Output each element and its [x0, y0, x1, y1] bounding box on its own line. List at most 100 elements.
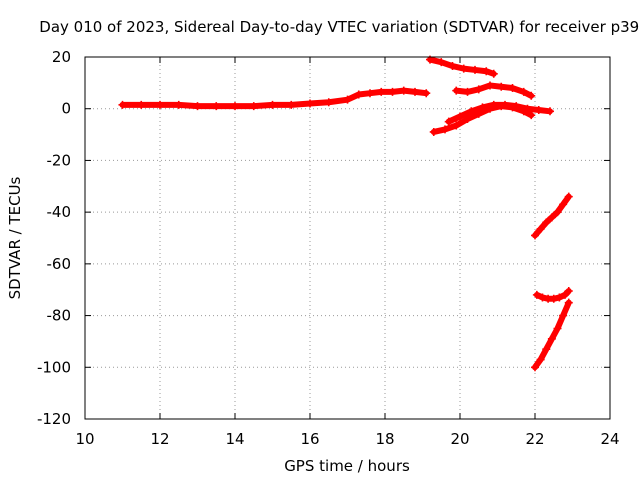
data-point-marker: [564, 298, 573, 307]
data-point-marker: [547, 213, 556, 222]
data-point-marker: [527, 111, 536, 120]
data-point-marker: [497, 82, 506, 91]
data-point-marker: [512, 102, 521, 111]
data-point-marker: [444, 117, 453, 126]
data-point-marker: [399, 86, 408, 95]
data-point-marker: [463, 87, 472, 96]
series-track-3: [452, 81, 536, 100]
data-point-marker: [324, 98, 333, 107]
data-point-marker: [478, 103, 487, 112]
chart-title: Day 010 of 2023, Sidereal Day-to-day VTE…: [39, 18, 640, 36]
data-point-marker: [564, 287, 573, 296]
data-point-marker: [174, 100, 183, 109]
data-point-marker: [553, 208, 562, 217]
data-point-marker: [482, 67, 491, 76]
data-point-marker: [527, 91, 536, 100]
data-point-marker: [463, 115, 472, 124]
x-tick-label: 12: [150, 430, 169, 448]
data-point-marker: [366, 89, 374, 98]
y-tick-label: -40: [47, 203, 72, 221]
data-point-marker: [287, 100, 296, 109]
data-point-marker: [542, 345, 551, 354]
data-point-marker: [486, 81, 494, 90]
x-tick-label: 16: [300, 430, 319, 448]
data-point-marker: [422, 89, 431, 98]
data-point-marker: [559, 311, 568, 320]
data-point-marker: [471, 65, 479, 74]
x-tick-label: 10: [75, 430, 94, 448]
y-tick-label: 0: [61, 100, 71, 118]
data-point-marker: [561, 290, 569, 299]
data-point-marker: [559, 200, 568, 209]
data-point-marker: [249, 102, 258, 111]
data-point-marker: [542, 218, 551, 227]
y-tick-label: -80: [47, 307, 72, 325]
data-point-marker: [193, 102, 202, 111]
data-point-marker: [531, 363, 539, 372]
data-point-marker: [452, 121, 461, 130]
y-tick-label: -20: [47, 151, 72, 169]
data-point-marker: [508, 84, 517, 93]
data-point-marker: [448, 62, 457, 71]
data-point-marker: [519, 87, 528, 96]
data-point-marker: [137, 100, 146, 109]
x-axis-label: GPS time / hours: [284, 457, 410, 475]
x-tick-label: 22: [525, 430, 544, 448]
data-point-marker: [501, 100, 509, 109]
data-point-marker: [231, 102, 239, 111]
series-track-7: [532, 287, 573, 303]
data-point-marker: [441, 125, 449, 134]
series-track-2: [426, 55, 498, 78]
data-point-marker: [555, 293, 564, 302]
data-point-marker: [306, 99, 314, 108]
data-point-marker: [546, 107, 554, 116]
data-point-marker: [411, 87, 419, 96]
data-point-marker: [534, 106, 543, 115]
x-tick-label: 20: [450, 430, 469, 448]
x-tick-label: 24: [600, 430, 619, 448]
series-trace: [445, 101, 553, 125]
data-point-marker: [489, 100, 498, 109]
data-point-marker: [343, 95, 352, 104]
x-tick-label: 14: [225, 430, 244, 448]
y-axis-label: SDTVAR / TECUs: [6, 176, 24, 299]
data-point-marker: [456, 112, 464, 121]
data-point-marker: [467, 107, 476, 116]
data-point-marker: [212, 102, 221, 111]
y-tick-label: -100: [37, 358, 71, 376]
series-track-1: [118, 86, 431, 111]
series-track-8: [531, 298, 573, 372]
y-tick-label: -60: [47, 255, 72, 273]
axis-ticks: 10 12 14 16 18 20 22 24 -120 -100 -80 -60 -40 -20 0 20: [37, 48, 620, 448]
data-point-marker: [549, 294, 558, 303]
data-point-marker: [437, 58, 446, 67]
data-point-marker: [156, 100, 164, 109]
data-points: [118, 55, 573, 372]
data-point-marker: [532, 290, 541, 299]
y-tick-label: -120: [37, 410, 71, 428]
series-track-6: [531, 192, 573, 240]
data-point-marker: [377, 87, 386, 96]
data-point-marker: [354, 90, 363, 99]
data-point-marker: [553, 324, 562, 333]
data-point-marker: [523, 104, 532, 113]
series-track-5: [444, 100, 554, 126]
y-tick-label: 20: [52, 48, 71, 66]
plot-frame: [84, 56, 611, 420]
x-tick-label: 18: [375, 430, 394, 448]
data-point-marker: [388, 87, 397, 96]
data-point-marker: [268, 100, 277, 109]
data-point-marker: [429, 127, 438, 136]
data-point-marker: [536, 224, 545, 233]
data-point-marker: [536, 355, 545, 364]
data-point-marker: [547, 334, 556, 343]
data-point-marker: [459, 64, 468, 73]
data-point-marker: [531, 231, 539, 240]
data-point-marker: [564, 192, 573, 201]
data-point-marker: [489, 69, 498, 78]
data-point-marker: [474, 85, 483, 94]
data-point-marker: [538, 293, 547, 302]
data-point-marker: [118, 100, 127, 109]
data-point-marker: [452, 86, 461, 95]
